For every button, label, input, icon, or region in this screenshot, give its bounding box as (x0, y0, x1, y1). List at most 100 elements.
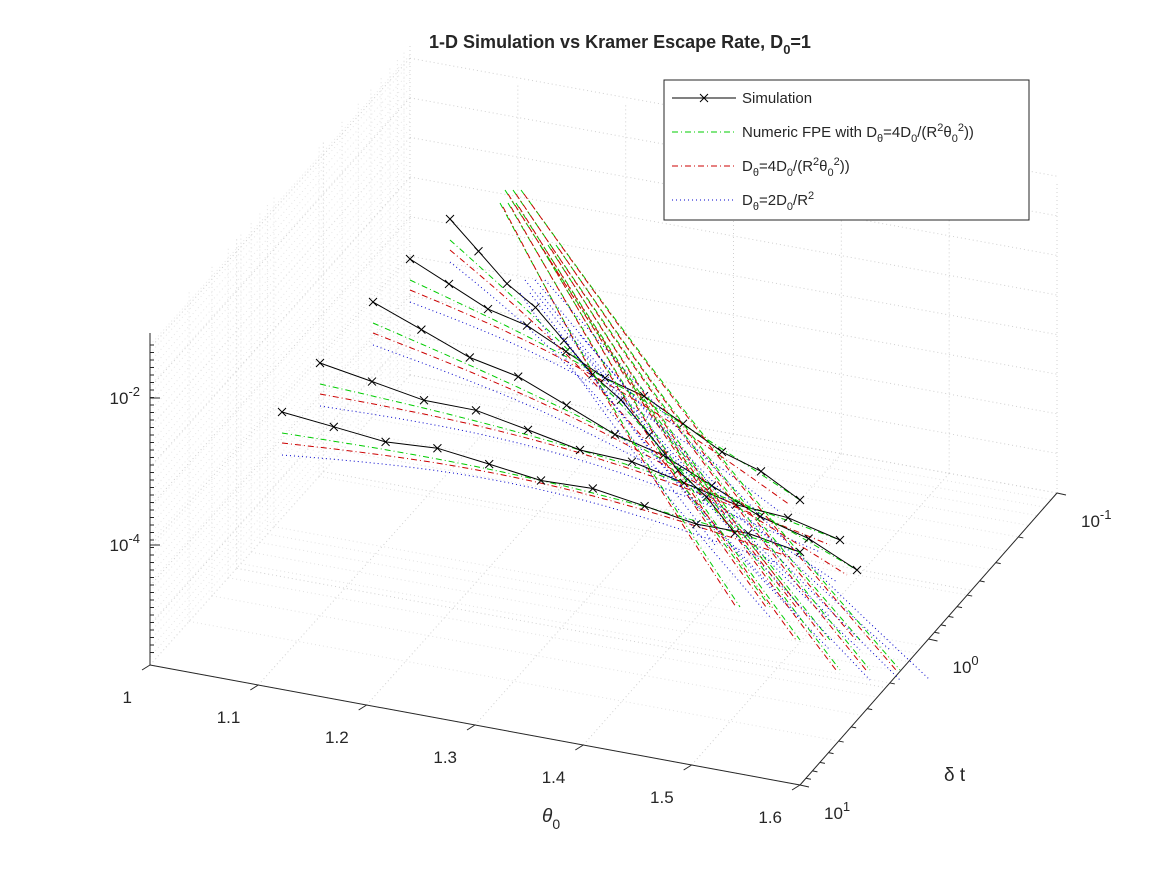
side-wall-minor-z-grid-line (149, 374, 411, 666)
simulation-marker (536, 476, 546, 485)
x-tick-label: 1.5 (650, 788, 674, 807)
x-tick-label: 1.3 (433, 748, 457, 767)
simulation-marker (367, 377, 377, 386)
simulation-marker (707, 481, 717, 490)
numeric-fpe-line (319, 383, 841, 541)
y-minor-tick (867, 708, 873, 711)
axes: 1 1.1 1.2 1.3 1.4 1.5 1.6 10-1 100 101 10-2 10-4 (110, 333, 1111, 827)
side-wall-z-grid-line (149, 176, 411, 468)
kramer-line (523, 193, 897, 671)
simulation-marker (692, 519, 701, 529)
side-wall-minor-z-grid-line (149, 177, 411, 469)
numeric-fpe-line (504, 189, 841, 671)
x-tick-label: 1.1 (217, 708, 241, 727)
side-wall-minor-z-grid-line (149, 186, 411, 477)
legend-label: Numeric FPE with Dθ​=4D0​/(R2​θ0​2​)) (742, 122, 974, 145)
simulation-marker (513, 372, 523, 381)
floor-grid-line (236, 567, 886, 689)
y-minor-tick (838, 740, 844, 743)
simulation-marker (419, 395, 429, 405)
side-wall-minor-z-grid-line (149, 218, 411, 510)
side-wall-z-grid-line (149, 295, 411, 587)
floor-grid-line (257, 394, 519, 686)
chart-title: 1-D Simulation vs Kramer Escape Rate, D0… (429, 32, 811, 57)
z-tick-label: 10-2 (110, 384, 140, 408)
back-wall-z-grid-line (409, 374, 1058, 494)
kramer-line (558, 248, 857, 641)
simulation-marker (329, 422, 339, 432)
simulation-marker (610, 430, 620, 439)
y-axis-label: δ t (944, 765, 966, 786)
simulation-marker (531, 303, 540, 312)
kramer-constant-line (449, 261, 716, 546)
simulation-marker (484, 459, 494, 469)
x-tick-label: 1.4 (542, 768, 566, 787)
simulation-marker (575, 445, 585, 455)
kramer-constant-line (544, 279, 931, 681)
back-wall-z-grid-line (409, 295, 1058, 415)
side-wall-minor-z-grid-line (149, 63, 411, 354)
side-wall-minor-z-grid-line (149, 120, 411, 412)
kramer-line (409, 289, 791, 506)
y-tick-label: 101 (824, 799, 850, 823)
side-wall-minor-z-grid-line (149, 87, 411, 379)
simulation-marker (523, 425, 533, 435)
simulation-marker (502, 279, 512, 289)
floor-minor-grid-line (251, 551, 901, 672)
kramer-constant-line (409, 301, 781, 513)
side-wall-minor-z-grid-line (149, 145, 411, 436)
side-wall-minor-z-grid-line (149, 235, 411, 526)
legend-label: Dθ​=2D0​/R2​ (742, 190, 814, 213)
kramer-line (319, 393, 831, 546)
simulation-marker (795, 547, 805, 557)
side-wall-minor-z-grid-line (149, 251, 411, 543)
y-minor-tick (934, 631, 940, 634)
simulation-marker (562, 400, 571, 410)
side-wall-minor-z-grid-line (149, 366, 411, 658)
x-tick-label: 1.6 (758, 808, 782, 827)
floor-minor-grid-line (370, 418, 1019, 538)
simulation-marker (277, 407, 287, 417)
simulation-marker (795, 495, 805, 505)
floor-minor-grid-line (389, 396, 1038, 517)
y-minor-tick (979, 580, 985, 583)
side-wall-minor-z-grid-line (149, 292, 411, 584)
y-minor-tick (940, 624, 947, 627)
kramer-constant-line (579, 334, 891, 651)
side-wall-minor-z-grid-line (149, 317, 411, 608)
series (277, 189, 931, 681)
y-tick (1056, 492, 1067, 496)
side-wall-minor-z-grid-line (149, 112, 411, 403)
kramer-constant-line (539, 292, 831, 618)
floor-minor-grid-line (189, 620, 839, 742)
floor-grid-line (323, 471, 972, 591)
simulation-marker (627, 457, 637, 467)
kramer-line (550, 248, 827, 641)
side-wall-minor-z-grid-line (149, 202, 411, 494)
side-wall-minor-z-grid-line (149, 95, 411, 387)
x-tick (791, 784, 801, 791)
x-tick (466, 724, 476, 731)
y-minor-tick (995, 562, 1001, 565)
simulation-marker (756, 466, 766, 476)
side-wall-minor-z-grid-line (149, 104, 411, 395)
y-tick-label: 100 (953, 653, 979, 677)
numeric-fpe-line (499, 202, 741, 608)
numeric-fpe-line (539, 244, 801, 641)
simulation-marker (444, 279, 454, 289)
simulation-marker (417, 325, 426, 334)
kramer-line (507, 193, 837, 671)
simulation-marker (561, 347, 571, 356)
side-wall-minor-z-grid-line (149, 128, 411, 420)
x-tick (250, 684, 259, 691)
side-wall-minor-z-grid-line (149, 333, 411, 625)
x-tick-label: 1.2 (325, 728, 349, 747)
back-wall-z-grid-line (409, 334, 1058, 454)
side-wall-minor-z-grid-line (149, 71, 411, 362)
simulation-marker (835, 535, 845, 545)
simulation-marker (433, 443, 442, 453)
numeric-fpe-line (372, 322, 858, 571)
floor-minor-grid-line (267, 533, 917, 654)
